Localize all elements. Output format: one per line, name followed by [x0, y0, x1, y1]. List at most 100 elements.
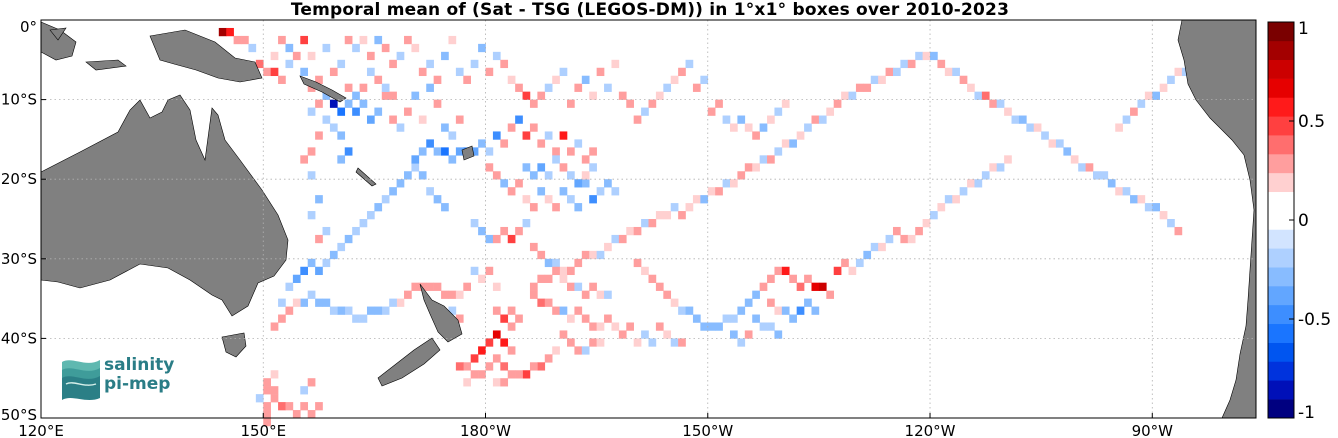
anomaly-cell	[507, 322, 516, 331]
anomaly-cell	[285, 282, 294, 291]
anomaly-cell	[937, 203, 946, 212]
anomaly-cell	[241, 35, 249, 45]
anomaly-cell	[315, 131, 323, 140]
anomaly-cell	[581, 75, 590, 84]
land-fiji	[461, 145, 475, 161]
anomaly-cell	[604, 314, 612, 323]
anomaly-cell	[552, 346, 560, 355]
colorbar-segment	[1268, 399, 1294, 419]
x-tick-label: 150°W	[682, 422, 733, 438]
colorbar-segment	[1268, 361, 1294, 381]
anomaly-cell	[633, 226, 642, 236]
anomaly-cell	[670, 298, 679, 307]
anomaly-cell	[411, 155, 420, 164]
anomaly-cell	[559, 187, 568, 196]
anomaly-cell	[685, 203, 694, 212]
anomaly-cell	[663, 290, 672, 299]
anomaly-cell	[1115, 123, 1123, 132]
anomaly-cell	[300, 35, 309, 45]
land-masses	[40, 19, 1257, 419]
anomaly-cell	[463, 282, 471, 291]
anomaly-cell	[589, 282, 597, 291]
anomaly-cell	[507, 346, 516, 355]
anomaly-cell	[900, 234, 909, 244]
anomaly-cell	[774, 306, 783, 315]
colorbar-segment	[1268, 304, 1294, 325]
anomaly-cell	[818, 115, 827, 124]
anomaly-cell	[589, 147, 597, 156]
anomaly-cell	[329, 250, 338, 260]
anomaly-cell	[307, 147, 316, 156]
anomaly-cell	[529, 290, 538, 299]
anomaly-cell	[930, 211, 938, 220]
anomaly-cell	[789, 274, 797, 283]
anomaly-cell	[589, 195, 597, 204]
anomaly-cell	[944, 195, 953, 204]
anomaly-cell	[552, 75, 560, 84]
anomaly-cell	[722, 314, 731, 323]
anomaly-cell	[574, 139, 583, 148]
anomaly-cell	[315, 234, 323, 244]
anomaly-cell	[737, 171, 746, 180]
x-tick-label: 150°E	[240, 422, 286, 438]
anomaly-cell	[329, 123, 338, 132]
anomaly-cell	[552, 306, 560, 315]
land-new-caledonia	[355, 167, 377, 187]
anomaly-cell	[455, 115, 464, 124]
anomaly-cell	[1004, 107, 1012, 116]
anomaly-cell	[352, 107, 360, 116]
anomaly-cell	[1004, 155, 1012, 164]
anomaly-cell	[589, 163, 597, 172]
anomaly-cell	[663, 330, 672, 339]
anomaly-cell	[604, 290, 612, 299]
anomaly-cell	[707, 107, 716, 116]
anomaly-cell	[292, 410, 301, 419]
anomaly-cell	[270, 322, 279, 331]
anomaly-cell	[759, 282, 768, 291]
anomaly-cell	[426, 282, 434, 291]
anomaly-cell	[263, 402, 271, 411]
anomaly-cell	[315, 298, 323, 307]
anomaly-cell	[789, 314, 797, 323]
anomaly-cell	[715, 187, 723, 196]
anomaly-cell	[463, 75, 471, 84]
anomaly-cell	[470, 354, 479, 363]
anomaly-cell	[529, 362, 538, 371]
anomaly-cell	[907, 234, 916, 244]
anomaly-cell	[552, 203, 560, 212]
anomaly-cell	[796, 131, 805, 140]
anomaly-cell	[352, 314, 360, 323]
anomaly-cell	[366, 306, 375, 315]
anomaly-cell	[315, 75, 323, 84]
anomaly-cell	[492, 378, 501, 387]
anomaly-cell	[300, 298, 309, 307]
anomaly-cell	[307, 107, 316, 116]
anomaly-cell	[604, 179, 612, 188]
logo-line-1: salinity	[104, 355, 175, 375]
anomaly-cell	[263, 386, 271, 395]
anomaly-cell	[544, 258, 553, 268]
anomaly-cell	[559, 330, 568, 339]
anomaly-cell	[596, 322, 605, 331]
anomaly-cell	[596, 187, 605, 196]
anomaly-cell	[389, 59, 397, 69]
anomaly-cell	[537, 91, 546, 100]
anomaly-cell	[981, 91, 990, 100]
anomaly-cell	[455, 314, 464, 323]
anomaly-cell	[544, 298, 553, 307]
anomaly-cell	[322, 226, 331, 236]
anomaly-cell	[611, 322, 620, 331]
anomaly-cell	[1100, 171, 1109, 180]
anomaly-cell	[574, 203, 583, 212]
anomaly-cell	[581, 171, 590, 180]
anomaly-cell	[492, 131, 501, 140]
anomaly-cell	[567, 195, 575, 204]
anomaly-cell	[537, 163, 546, 172]
anomaly-cell	[470, 266, 479, 276]
anomaly-cell	[648, 99, 657, 108]
anomaly-cell	[581, 290, 590, 299]
anomaly-cell	[307, 258, 316, 268]
anomaly-cell	[307, 171, 316, 180]
land-south-america	[1177, 19, 1257, 419]
